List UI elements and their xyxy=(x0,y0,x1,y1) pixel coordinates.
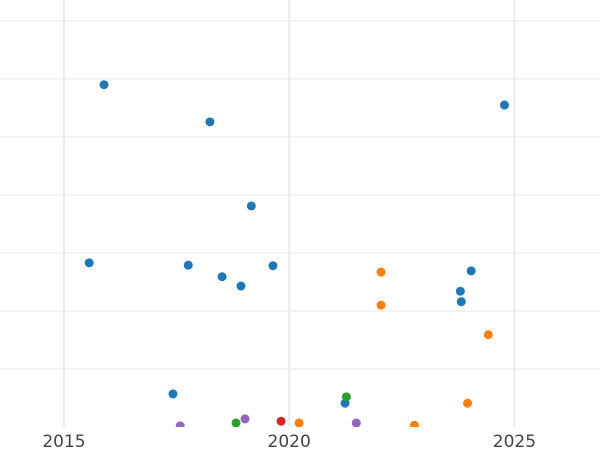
data-point xyxy=(231,418,241,427)
data-point xyxy=(463,398,473,408)
data-point xyxy=(276,416,286,426)
x-tick-label: 2015 xyxy=(42,432,85,450)
data-point xyxy=(294,418,304,427)
data-point xyxy=(409,420,419,427)
data-point xyxy=(351,418,361,427)
data-point xyxy=(483,330,493,340)
data-point xyxy=(168,389,178,399)
data-point xyxy=(236,281,246,291)
data-point xyxy=(183,260,193,270)
data-point xyxy=(246,201,256,211)
x-tick-label: 2020 xyxy=(268,432,311,450)
data-point xyxy=(341,392,351,402)
x-axis: 2015 2020 2025 xyxy=(42,432,536,452)
data-point xyxy=(175,421,185,427)
data-point xyxy=(456,297,466,307)
data-point xyxy=(240,414,250,424)
data-point xyxy=(217,272,227,282)
x-tick-label: 2025 xyxy=(493,432,536,450)
data-point xyxy=(268,261,278,271)
data-point xyxy=(84,258,94,268)
plot-area xyxy=(84,80,510,427)
data-point xyxy=(455,286,465,296)
grid xyxy=(0,0,600,427)
data-point xyxy=(376,267,386,277)
data-point xyxy=(205,117,215,127)
data-point xyxy=(500,100,510,110)
data-point xyxy=(376,300,386,310)
data-point xyxy=(99,80,109,90)
data-point xyxy=(466,266,476,276)
